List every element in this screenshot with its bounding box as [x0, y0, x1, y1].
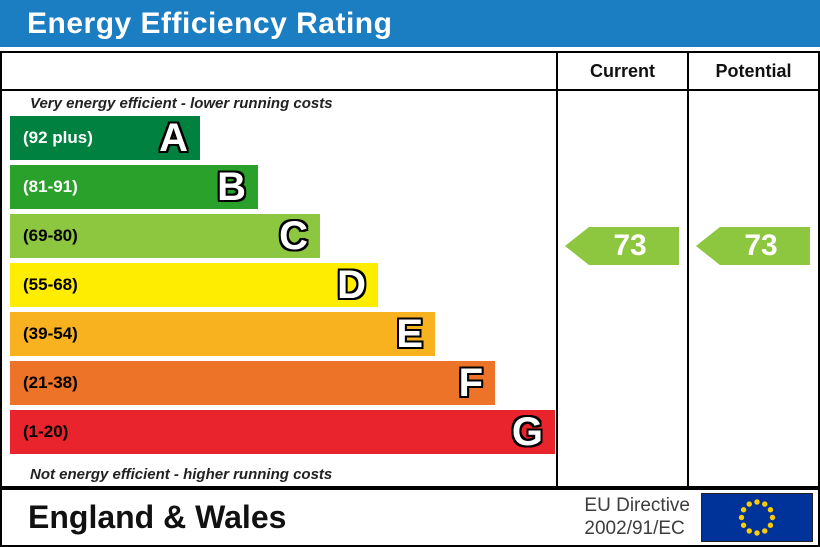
- band-g-letter: G: [511, 410, 543, 454]
- bottom-note: Not energy efficient - higher running co…: [30, 466, 333, 483]
- band-c-bar: (69-80) C: [10, 214, 320, 258]
- band-d-letter: D: [337, 263, 366, 307]
- band-c-range-label: (69-80): [23, 226, 78, 245]
- band-e-bar: (39-54) E: [10, 312, 435, 356]
- eu-directive-line2: 2002/91/EC: [584, 517, 685, 539]
- region-label: England & Wales: [28, 499, 287, 535]
- band-b-letter: B: [217, 165, 246, 209]
- top-note: Very energy efficient - lower running co…: [30, 95, 333, 112]
- band-e-letter: E: [396, 312, 423, 356]
- band-b-range-label: (81-91): [23, 177, 78, 196]
- eu-flag-icon: [701, 493, 813, 542]
- band-b-bar: (81-91) B: [10, 165, 258, 209]
- band-e-range-label: (39-54): [23, 324, 78, 343]
- footer: England & Wales EU Directive 2002/91/EC: [0, 488, 820, 547]
- bands-area: Very energy efficient - lower running co…: [2, 91, 556, 486]
- band-d-bar: (55-68) D: [10, 263, 378, 307]
- column-header-potential: Potential: [687, 53, 818, 91]
- rating-table: Current Potential Very energy efficient …: [0, 51, 820, 488]
- eu-directive-label: EU Directive 2002/91/EC: [584, 495, 690, 540]
- current-rating-cell: 73: [556, 91, 687, 486]
- band-f-range-label: (21-38): [23, 373, 78, 392]
- column-header-current: Current: [556, 53, 687, 91]
- band-f-letter: F: [458, 361, 483, 405]
- current-rating-arrow: 73: [565, 227, 679, 265]
- band-g-range-label: (1-20): [23, 422, 69, 441]
- band-g-bar: (1-20) G: [10, 410, 555, 454]
- page-title: Energy Efficiency Rating: [0, 0, 820, 47]
- current-rating-value: 73: [613, 229, 647, 262]
- band-a-range-label: (92 plus): [23, 128, 93, 147]
- band-list: (92 plus) A (81-91) B (69-80) C (55-68) …: [10, 116, 556, 454]
- potential-rating-value: 73: [744, 229, 778, 262]
- potential-rating-arrow: 73: [696, 227, 810, 265]
- band-d-range-label: (55-68): [23, 275, 78, 294]
- band-f-bar: (21-38) F: [10, 361, 495, 405]
- band-a-letter: A: [159, 116, 188, 160]
- band-a-bar: (92 plus) A: [10, 116, 200, 160]
- potential-rating-cell: 73: [687, 91, 818, 486]
- eu-directive-line1: EU Directive: [584, 495, 690, 517]
- band-c-letter: C: [279, 214, 308, 258]
- header-spacer: [2, 53, 556, 91]
